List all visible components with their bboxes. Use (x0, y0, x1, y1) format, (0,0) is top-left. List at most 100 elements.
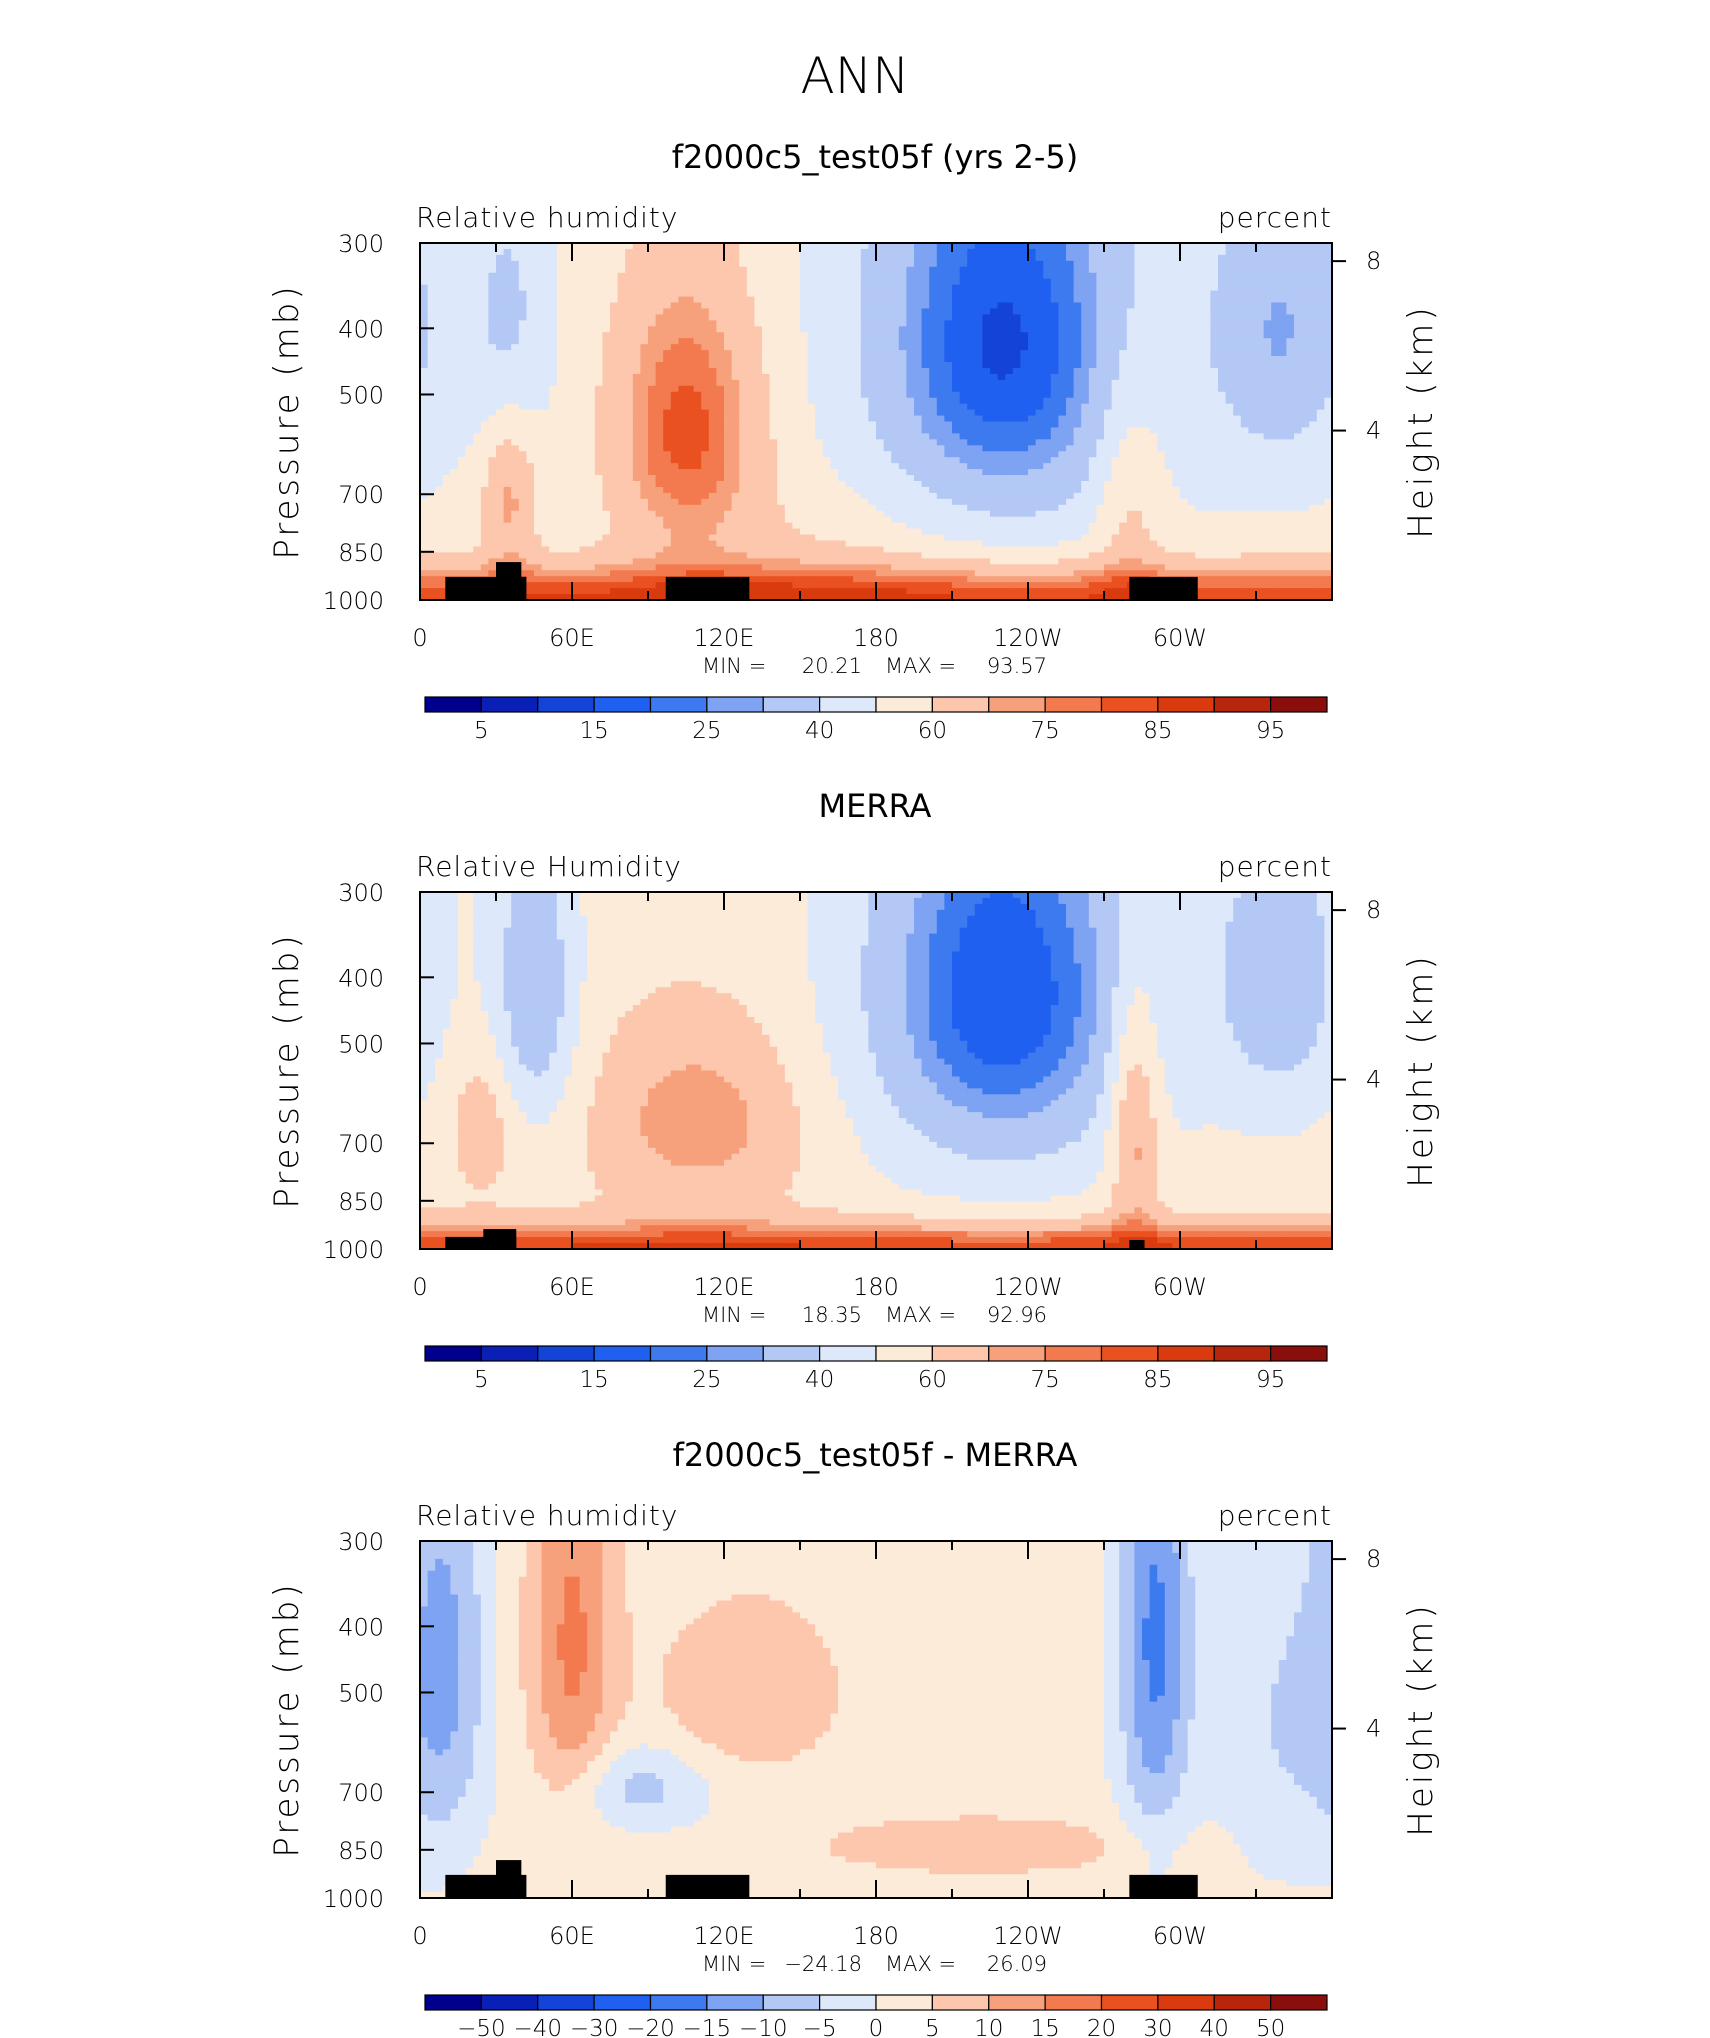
field-cell (906, 427, 915, 434)
field-cell (883, 254, 892, 262)
field-cell (724, 427, 733, 434)
field-cell (1020, 451, 1029, 458)
field-cell (442, 266, 451, 274)
field-cell (1316, 356, 1325, 363)
field-cell (640, 409, 649, 417)
field-cell (1218, 427, 1227, 434)
field-cell (678, 284, 687, 292)
field-cell (807, 296, 816, 304)
field-cell (420, 308, 429, 315)
field-cell (594, 278, 603, 286)
field-cell (534, 302, 543, 310)
field-cell (929, 266, 938, 274)
field-cell (1248, 326, 1257, 333)
field-cell (625, 367, 634, 375)
field-cell (974, 433, 983, 440)
field-cell (1309, 403, 1318, 411)
field-cell (792, 350, 801, 357)
field-cell (480, 427, 489, 434)
field-cell (724, 332, 733, 339)
field-cell (579, 254, 588, 262)
field-cell (754, 409, 763, 417)
field-cell (1240, 266, 1249, 274)
field-cell (686, 332, 695, 339)
field-cell (435, 338, 444, 345)
field-cell (526, 326, 535, 333)
field-cell (1081, 266, 1090, 274)
field-cell (1012, 296, 1021, 304)
field-cell (1149, 248, 1158, 256)
field-cell (1005, 350, 1014, 357)
field-cell (936, 427, 945, 434)
field-cell (936, 362, 945, 369)
field-cell (1111, 475, 1120, 482)
field-cell (1256, 278, 1265, 286)
field-cell (1043, 344, 1052, 351)
field-cell (997, 338, 1006, 345)
field-cell (632, 403, 641, 411)
field-cell (777, 433, 786, 440)
field-cell (1202, 320, 1211, 327)
field-cell (860, 272, 869, 280)
field-cell (997, 415, 1006, 423)
field-cell (716, 320, 725, 327)
field-cell (1240, 379, 1249, 387)
field-cell (427, 284, 436, 292)
field-cell (663, 248, 672, 256)
field-cell (1119, 379, 1128, 387)
field-cell (1081, 463, 1090, 470)
field-cell (1020, 385, 1029, 393)
field-cell (807, 391, 816, 399)
field-cell (1195, 356, 1204, 363)
field-cell (435, 272, 444, 280)
field-cell (974, 302, 983, 310)
field-cell (488, 421, 497, 429)
field-cell (860, 457, 869, 464)
field-cell (579, 260, 588, 268)
field-cell (556, 463, 565, 470)
field-cell (610, 433, 619, 440)
field-cell (883, 272, 892, 280)
field-cell (1263, 433, 1272, 440)
field-cell (1294, 290, 1303, 298)
field-cell (564, 356, 573, 363)
field-cell (959, 344, 968, 351)
field-cell (921, 284, 930, 292)
field-cell (853, 403, 862, 411)
field-cell (465, 373, 474, 381)
field-cell (921, 356, 930, 363)
field-cell (1157, 421, 1166, 429)
field-cell (1225, 439, 1234, 446)
field-cell (845, 439, 854, 446)
field-cell (1324, 457, 1332, 464)
field-cell (1240, 290, 1249, 298)
field-cell (488, 373, 497, 381)
field-cell (1172, 379, 1181, 387)
field-cell (952, 302, 961, 310)
field-cell (450, 397, 459, 405)
field-cell (693, 367, 702, 375)
field-cell (1294, 403, 1303, 411)
field-cell (800, 284, 809, 292)
field-cell (678, 445, 687, 452)
field-cell (769, 439, 778, 446)
field-cell (587, 320, 596, 327)
field-cell (450, 403, 459, 411)
field-cell (473, 248, 482, 256)
panel-title: f2000c5_test05f (yrs 2-5) (672, 138, 1078, 176)
field-cell (1286, 272, 1295, 280)
field-cell (617, 344, 626, 351)
field-cell (929, 278, 938, 286)
field-cell (678, 486, 687, 494)
field-cell (1081, 379, 1090, 387)
field-cell (1233, 427, 1242, 434)
field-cell (898, 385, 907, 393)
field-cell (503, 332, 512, 339)
field-cell (420, 409, 429, 417)
field-cell (632, 284, 641, 292)
field-cell (1020, 427, 1029, 434)
field-cell (435, 260, 444, 268)
field-cell (549, 362, 558, 369)
field-cell (944, 481, 953, 488)
field-cell (974, 284, 983, 292)
